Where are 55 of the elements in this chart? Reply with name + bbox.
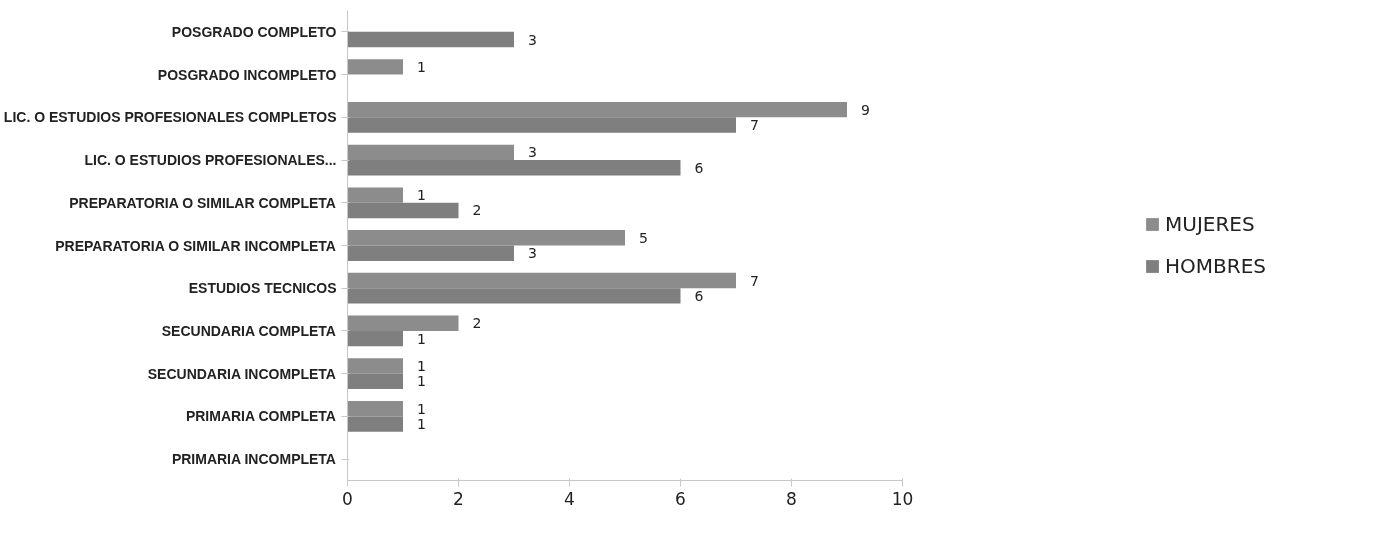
- y-tick-label: SECUNDARIA INCOMPLETA: [147, 365, 336, 382]
- bar: [347, 117, 736, 133]
- data-label: 1: [417, 357, 426, 374]
- y-tick-label: POSGRADO INCOMPLETO: [157, 66, 337, 83]
- data-label: 3: [528, 31, 537, 48]
- bar: [347, 101, 847, 118]
- data-label: 1: [417, 400, 426, 417]
- bar: [347, 31, 514, 48]
- x-tick-label: 8: [786, 488, 797, 509]
- bar: [347, 315, 459, 331]
- data-label: 1: [417, 373, 426, 390]
- bar: [347, 358, 403, 374]
- data-label: 1: [417, 416, 426, 433]
- bar: [347, 373, 403, 390]
- x-tick-label: 0: [342, 488, 353, 509]
- bar: [347, 288, 681, 304]
- legend-label: HOMBRES: [1165, 254, 1266, 278]
- data-label: 2: [472, 202, 482, 219]
- y-tick-label: ESTUDIOS TECNICOS: [188, 280, 337, 297]
- data-label: 5: [639, 229, 648, 246]
- bar: [347, 245, 514, 261]
- data-label: 9: [861, 101, 870, 118]
- y-tick-label: PREPARATORIA O SIMILAR INCOMPLETA: [55, 237, 336, 254]
- legend-label: MUJERES: [1165, 212, 1255, 236]
- data-label: 6: [694, 159, 704, 176]
- data-label: 7: [750, 117, 759, 134]
- data-label: 1: [417, 330, 426, 347]
- y-tick-label: LIC. O ESTUDIOS PROFESIONALES COMPLETOS: [3, 109, 337, 126]
- bar: [347, 272, 736, 289]
- y-tick-label: LIC. O ESTUDIOS PROFESIONALES...: [84, 152, 337, 169]
- bar: [347, 416, 403, 432]
- x-tick-label: 2: [453, 488, 464, 509]
- x-tick-label: 6: [675, 488, 686, 509]
- data-label: 1: [417, 58, 426, 75]
- data-label: 3: [528, 245, 537, 262]
- data-label: 1: [417, 187, 426, 204]
- y-tick-label: PRIMARIA COMPLETA: [185, 408, 336, 425]
- y-tick-label: PRIMARIA INCOMPLETA: [171, 451, 336, 468]
- bar: [347, 202, 459, 219]
- bar: [347, 59, 403, 75]
- y-tick-label: SECUNDARIA COMPLETA: [161, 322, 336, 339]
- y-tick-label: PREPARATORIA O SIMILAR COMPLETA: [69, 194, 336, 211]
- data-label: 3: [528, 144, 537, 161]
- y-tick-label: POSGRADO COMPLETO: [171, 23, 337, 40]
- bar: [347, 330, 403, 347]
- data-label: 6: [694, 287, 704, 304]
- x-tick-label: 10: [891, 488, 914, 509]
- bar: [347, 160, 681, 176]
- bar: [347, 144, 514, 161]
- x-tick-label: 4: [564, 488, 575, 509]
- bar: [347, 230, 625, 246]
- data-label: 2: [472, 315, 482, 332]
- data-label: 7: [750, 272, 759, 289]
- bar: [347, 401, 403, 417]
- bar: [347, 187, 403, 203]
